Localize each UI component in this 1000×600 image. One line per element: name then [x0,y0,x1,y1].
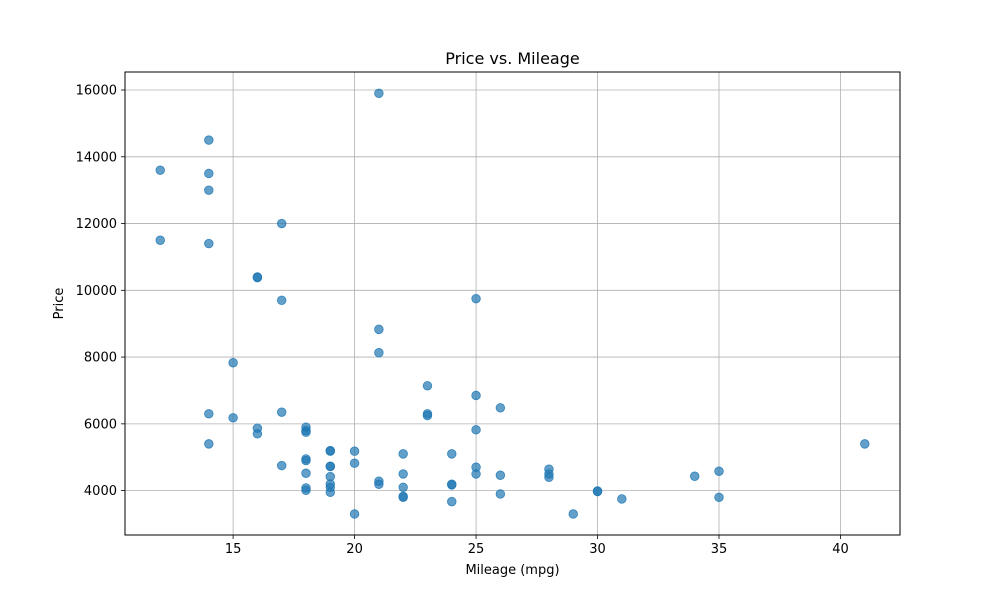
y-tick-label: 6000 [84,417,117,432]
y-tick-label: 12000 [76,217,117,232]
scatter-point [155,235,165,245]
scatter-point [447,496,457,507]
scatter-point [374,348,384,358]
scatter-point [277,460,287,471]
scatter-point [592,486,603,497]
scatter-point [471,425,481,435]
scatter-point [398,492,408,502]
scatter-point [447,480,457,490]
y-tick-label: 4000 [84,484,117,499]
x-tick-label: 25 [468,542,485,557]
grid [125,72,900,535]
scatter-point [277,218,287,229]
x-tick-label: 30 [589,542,606,557]
scatter-point [301,468,311,478]
scatter-point [204,409,214,419]
scatter-point [690,471,700,481]
x-tick-label: 40 [832,542,849,557]
y-axis-label: Price [52,288,67,320]
plot-frame [124,71,901,536]
scatter-point [277,407,287,417]
x-tick-label: 35 [711,542,728,557]
scatter-point [447,449,457,459]
scatter-point [422,410,433,421]
scatter-point [325,487,335,497]
scatter-point [398,449,408,459]
scatter-point [471,390,481,401]
scatter-point [714,466,724,476]
scatter-point [398,482,408,492]
scatter-point [204,168,214,179]
scatter-point [301,455,311,466]
scatter-point [349,446,360,456]
scatter-point [277,295,287,306]
scatter-point [495,403,506,413]
scatter-point [204,185,214,195]
scatter-point [374,88,384,99]
scatter-point [228,413,238,423]
chart-title: Price vs. Mileage [445,49,579,68]
scatter-point [617,494,627,504]
scatter-point [495,489,506,499]
x-axis-label: Mileage (mpg) [465,563,559,578]
scatter-point [252,272,263,283]
y-tick-label: 10000 [76,284,117,299]
scatter-point [325,461,335,472]
axis-ticks: 15 20 25 30 35 40 4000 6000 8000 10000 12000 14000 1… [76,84,849,557]
scatter-point [568,509,578,519]
scatter-point [204,135,214,145]
x-tick-label: 15 [225,542,242,557]
scatter-point [422,381,433,391]
scatter-point [252,429,263,439]
x-tick-label: 20 [346,542,363,557]
scatter-point [301,427,311,437]
scatter-point [714,492,724,502]
y-tick-label: 14000 [76,150,117,165]
scatter-point [471,293,481,304]
scatter-point [325,446,335,456]
scatter-point [860,439,870,449]
scatter-point [301,485,311,495]
scatter-point [471,469,481,479]
scatter-point [495,470,506,480]
scatter-point [204,238,214,249]
scatter-point [228,358,238,368]
scatter-point [349,509,360,519]
data-points [155,88,870,519]
scatter-point [349,458,360,468]
scatter-point [204,439,214,449]
scatter-point [544,472,554,482]
y-tick-label: 16000 [76,84,117,99]
y-tick-label: 8000 [84,351,117,366]
scatter-point [155,165,165,175]
scatter-point [374,479,384,489]
scatter-point [398,469,408,479]
scatter-point [374,324,384,335]
